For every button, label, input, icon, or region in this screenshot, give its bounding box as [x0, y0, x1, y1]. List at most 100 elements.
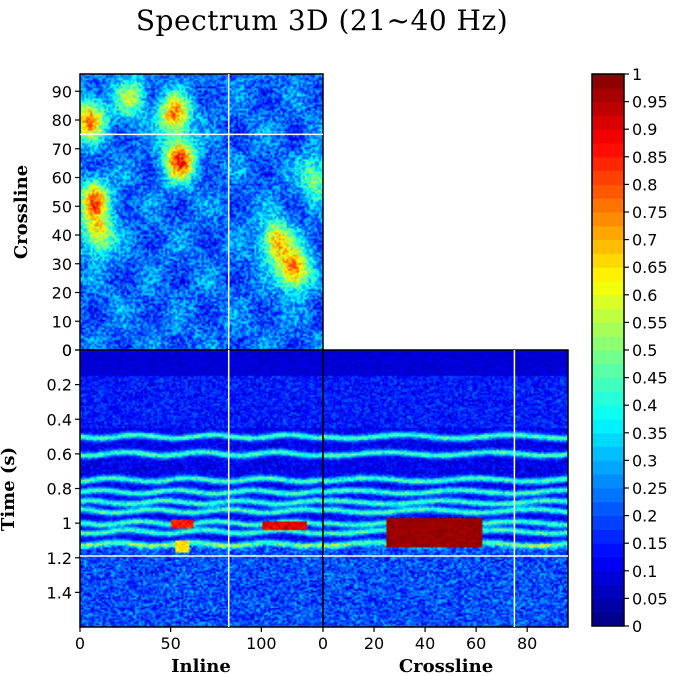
colorbar-block [592, 584, 624, 599]
crossline-section-tick-label: 80 [517, 634, 537, 653]
colorbar-block [592, 115, 624, 130]
inline-axis-label: Inline [171, 656, 231, 676]
colorbar-tick-label: 1 [632, 65, 642, 84]
colorbar-block [592, 143, 624, 158]
time-axis-ticks: 0 0.2 0.4 0.6 0.8 1 1.2 1.4 [47, 341, 80, 602]
colorbar-tick-label: 0.2 [632, 507, 657, 526]
colorbar-block [592, 184, 624, 199]
colorbar-tick-label: 0.3 [632, 451, 657, 470]
crossline-tick-label: 90 [52, 82, 72, 101]
colorbar-block [592, 322, 624, 337]
crossline-section-tick-label: 60 [466, 634, 486, 653]
colorbar-block [592, 253, 624, 268]
crossline-axis-label: Crossline [11, 165, 32, 259]
crossline-tick-label: 0 [62, 341, 72, 360]
time-axis-label: Time (s) [0, 447, 19, 531]
crossline-tick-label: 10 [52, 312, 72, 331]
colorbar-tick-label: 0.45 [632, 369, 668, 388]
colorbar-tick-label: 0.65 [632, 258, 668, 277]
time-tick-label: 1.2 [47, 549, 72, 568]
colorbar-block [592, 239, 624, 254]
colorbar-block [592, 336, 624, 351]
crossline-section-tick-label: 20 [364, 634, 384, 653]
colorbar-block [592, 598, 624, 613]
colorbar-tick-label: 0.75 [632, 203, 668, 222]
crossline-section-tick-label: 0 [318, 634, 328, 653]
colorbar-block [592, 612, 624, 627]
colorbar-block [592, 488, 624, 503]
crossline-section-tick-label: 40 [415, 634, 435, 653]
colorbar-tick-label: 0.25 [632, 479, 668, 498]
colorbar-block [592, 460, 624, 475]
colorbar-block [592, 74, 624, 89]
crossline-section-heatmap [323, 350, 568, 627]
colorbar-block [592, 405, 624, 420]
colorbar-block [592, 515, 624, 530]
colorbar-block [592, 101, 624, 116]
crossline-section-axis-label: Crossline [399, 656, 493, 676]
colorbar-blocks [592, 74, 624, 627]
time-tick-label: 0.4 [47, 410, 72, 429]
colorbar-block [592, 501, 624, 517]
crossline-tick-label: 40 [52, 226, 72, 245]
colorbar-tick-label: 0.4 [632, 396, 657, 415]
colorbar-block [592, 212, 624, 227]
inline-tick-label: 50 [160, 634, 180, 653]
crossline-section-panel: 0 20 40 60 80 Crossline [318, 349, 569, 676]
colorbar-tick-label: 0.85 [632, 148, 668, 167]
colorbar-block [592, 557, 624, 572]
crossline-axis-ticks: 90 80 70 60 50 40 30 20 10 0 [52, 82, 80, 360]
colorbar-tick-label: 0 [632, 617, 642, 636]
colorbar-block [592, 377, 624, 392]
colorbar-tick-label: 0.1 [632, 562, 657, 581]
inline-section-panel: 0 0.2 0.4 0.6 0.8 1 1.2 1.4 0 50 100 Time (s) Inl… [0, 341, 324, 676]
time-tick-label: 0.8 [47, 480, 72, 499]
colorbar-block [592, 474, 624, 489]
colorbar-block [592, 170, 624, 185]
inline-tick-label: 0 [75, 634, 85, 653]
colorbar-block [592, 294, 624, 310]
colorbar-tick-label: 0.15 [632, 534, 668, 553]
colorbar-tick-label: 0.05 [632, 589, 668, 608]
colorbar-block [592, 432, 624, 448]
crossline-tick-label: 60 [52, 169, 72, 188]
crossline-section-axis-ticks: 0 20 40 60 80 [318, 627, 537, 653]
colorbar: 1 0.95 0.9 0.85 0.8 0.75 0.7 0.65 0.6 0.55 0.5 0.45… [591, 65, 668, 636]
crossline-tick-label: 80 [52, 111, 72, 130]
colorbar-block [592, 350, 624, 365]
colorbar-block [592, 570, 624, 586]
colorbar-tick-label: 0.6 [632, 286, 657, 305]
colorbar-block [592, 156, 624, 172]
colorbar-tick-label: 0.35 [632, 424, 668, 443]
crossline-section-frame [322, 349, 569, 628]
chart-title: Spectrum 3D (21~40 Hz) [136, 4, 508, 37]
colorbar-block [592, 363, 624, 379]
time-tick-label: 1 [62, 514, 72, 533]
colorbar-block [592, 308, 624, 323]
crossline-tick-label: 30 [52, 255, 72, 274]
inline-tick-label: 100 [246, 634, 277, 653]
time-slice-heatmap [80, 74, 323, 350]
time-tick-label: 0.6 [47, 445, 72, 464]
colorbar-tick-label: 0.5 [632, 341, 657, 360]
colorbar-ticks: 1 0.95 0.9 0.85 0.8 0.75 0.7 0.65 0.6 0.55 0.5 0.45… [624, 65, 668, 636]
inline-axis-ticks: 0 50 100 [75, 627, 277, 653]
colorbar-block [592, 225, 624, 241]
colorbar-block [592, 267, 624, 282]
colorbar-block [592, 281, 624, 296]
colorbar-block [592, 446, 624, 461]
time-tick-label: 0 [62, 341, 72, 360]
colorbar-block [592, 129, 624, 144]
colorbar-tick-label: 0.8 [632, 175, 657, 194]
time-slice-panel: 90 80 70 60 50 40 30 20 10 0 Crossline [11, 73, 324, 360]
crossline-tick-label: 20 [52, 284, 72, 303]
crossline-tick-label: 50 [52, 197, 72, 216]
colorbar-block [592, 87, 624, 103]
time-tick-label: 0.2 [47, 376, 72, 395]
colorbar-block [592, 529, 624, 544]
colorbar-block [592, 543, 624, 558]
inline-section-heatmap [80, 350, 323, 627]
colorbar-block [592, 419, 624, 434]
colorbar-tick-label: 0.9 [632, 120, 657, 139]
